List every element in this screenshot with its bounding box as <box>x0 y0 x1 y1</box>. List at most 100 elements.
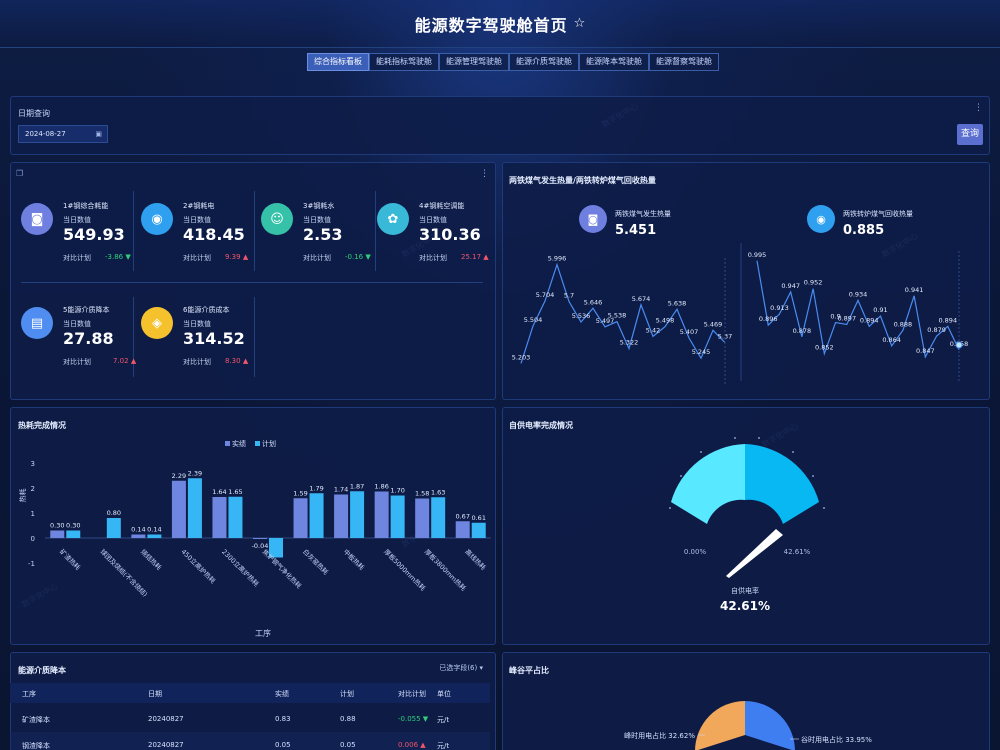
tab-energy-medium[interactable]: 能源介质驾驶舱 <box>509 53 579 71</box>
cost-table-title: 能源介质降本 <box>18 666 66 675</box>
x-tick-label: 白灰窑热耗 <box>301 547 331 577</box>
column-header[interactable]: 工序 <box>22 690 36 698</box>
bar-plan[interactable] <box>228 496 243 538</box>
field-select-dropdown[interactable]: 已选字段(6) ▾ <box>439 664 483 672</box>
bar-plan[interactable] <box>187 478 202 538</box>
left-series-point-label: 5.704 <box>536 291 555 299</box>
more-menu-icon[interactable]: ⋮ <box>480 169 489 179</box>
right-series-point-label: 0.879 <box>927 326 946 334</box>
column-header[interactable]: 实绩 <box>275 690 289 698</box>
bar-actual[interactable] <box>253 538 267 539</box>
peak-valley-panel: 峰谷平占比 峰时用电占比 32.62% 谷时用电占比 33.95% <box>502 652 990 750</box>
right-series-point-label: 0.894 <box>860 316 879 324</box>
kpi-name: 4#钢耗空调能 <box>419 202 465 210</box>
bar-actual[interactable] <box>455 521 470 538</box>
bar-plan[interactable] <box>350 491 365 538</box>
cell-process: 钢渣降本 <box>22 742 50 750</box>
kpi-name: 2#钢耗电 <box>183 202 215 210</box>
bar-actual[interactable] <box>131 534 146 539</box>
bar-actual[interactable] <box>374 491 389 539</box>
column-header[interactable]: 计划 <box>340 690 354 698</box>
bar-value-label: 1.74 <box>334 486 348 494</box>
favorite-star-icon[interactable]: ☆ <box>573 16 586 31</box>
bar-plan[interactable] <box>390 495 405 539</box>
bar-actual[interactable] <box>50 530 65 539</box>
bar-actual[interactable] <box>415 498 430 539</box>
bar-plan[interactable] <box>269 538 283 558</box>
y-axis-label: 热耗 <box>18 489 27 503</box>
kpi-delta: -3.86 ▼ <box>105 253 131 261</box>
tab-energy-consumption[interactable]: 能耗指标驾驶舱 <box>369 53 439 71</box>
bar-actual[interactable] <box>212 497 227 538</box>
column-header[interactable]: 单位 <box>437 690 451 698</box>
wallet-icon: ◙ <box>579 205 607 233</box>
right-series-point-label: 0.91 <box>873 306 887 314</box>
paw-icon: ✿ <box>377 203 409 235</box>
kpi-name: 6能源介质成本 <box>183 306 230 314</box>
divider <box>133 297 134 377</box>
bar-actual[interactable] <box>171 480 186 538</box>
bar-plan[interactable] <box>106 518 121 538</box>
tab-energy-inspection[interactable]: 能源督察驾驶舱 <box>649 53 719 71</box>
tab-cost-reduction[interactable]: 能源降本驾驶舱 <box>579 53 649 71</box>
column-header[interactable]: 日期 <box>148 690 162 698</box>
bar-actual[interactable] <box>293 498 308 538</box>
right-series-point-label: 0.913 <box>770 304 789 312</box>
left-series-point-label: 5.407 <box>680 328 699 336</box>
cube-icon: ◈ <box>141 307 173 339</box>
clipboard-icon: ▤ <box>21 307 53 339</box>
date-value: 2024-08-27 <box>25 130 66 138</box>
line-end-marker[interactable] <box>955 341 963 349</box>
users-icon: ☺ <box>261 203 293 235</box>
left-series-point-label: 5.504 <box>524 316 543 324</box>
kpi-day-label: 当日数值 <box>303 216 331 224</box>
right-series-point-label: 0.897 <box>837 314 856 322</box>
bar-plan[interactable] <box>309 493 324 538</box>
cell-process: 矿渣降本 <box>22 716 50 724</box>
divider <box>254 191 255 271</box>
y-tick-label: 0 <box>31 535 35 543</box>
column-header[interactable]: 对比计划 <box>398 690 426 698</box>
tab-energy-management[interactable]: 能源管理驾驶舱 <box>439 53 509 71</box>
kpi-day-label: 当日数值 <box>419 216 447 224</box>
cell-plan: 0.88 <box>340 715 356 723</box>
right-series-point-label: 0.852 <box>815 344 834 352</box>
cell-delta: 0.006 ▲ <box>398 741 426 749</box>
bar-plan[interactable] <box>471 522 486 538</box>
cell-date: 20240827 <box>148 715 184 723</box>
bar-value-label: 1.79 <box>309 484 323 492</box>
kpi-plan-label: 对比计划 <box>183 358 211 366</box>
legend-label[interactable]: 实绩 <box>232 439 246 448</box>
x-tick-label: 烧结热耗 <box>139 547 164 572</box>
query-button[interactable]: 查询 <box>957 124 983 145</box>
right-series-line <box>756 260 960 359</box>
bar-plan[interactable] <box>66 530 81 539</box>
bar-plan[interactable] <box>431 497 446 538</box>
gauge-min-label: 0.00% <box>684 548 707 556</box>
gauge-pointer <box>726 529 783 578</box>
gauge-rest-arc <box>745 444 819 524</box>
bar-value-label: -0.04 <box>252 542 269 550</box>
y-tick-label: 2 <box>31 485 35 493</box>
kpi-plan-label: 对比计划 <box>303 254 331 262</box>
date-input[interactable]: 2024-08-27 ▣ <box>18 125 108 143</box>
gauge-max-label: 42.61% <box>784 548 811 556</box>
kpi-day-label: 当日数值 <box>183 320 211 328</box>
more-menu-icon[interactable]: ⋮ <box>974 103 983 113</box>
table-row[interactable]: 钢渣降本 20240827 0.05 0.05 0.006 ▲ 元/t <box>10 732 490 750</box>
bar-actual[interactable] <box>334 494 349 539</box>
kpi-panel: ⋮ ❐ ◙ 1#钢综合耗能 当日数值 549.93 对比计划 -3.86 ▼ ◉… <box>10 162 496 400</box>
left-series-point-label: 5.674 <box>632 295 651 303</box>
x-tick-label: 450立高炉热耗 <box>179 547 217 585</box>
tab-overview[interactable]: 综合指标看板 <box>307 53 369 71</box>
x-tick-label: 中板热耗 <box>342 547 367 572</box>
legend-label[interactable]: 计划 <box>262 439 276 448</box>
copy-icon[interactable]: ❐ <box>16 169 24 178</box>
kpi-plan-label: 对比计划 <box>63 358 91 366</box>
kpi-value: 310.36 <box>419 225 481 244</box>
bar-plan[interactable] <box>147 534 162 539</box>
table-row[interactable]: 矿渣降本 20240827 0.83 0.88 -0.055 ▼ 元/t <box>10 706 490 732</box>
gas-kpi-name: 两铁煤气发生热量 <box>615 210 671 218</box>
kpi-delta: 25.17 ▲ <box>461 253 489 261</box>
self-power-panel: 自供电率完成情况 0.00% 42.61% 自供电率 42.61% <box>502 407 990 645</box>
